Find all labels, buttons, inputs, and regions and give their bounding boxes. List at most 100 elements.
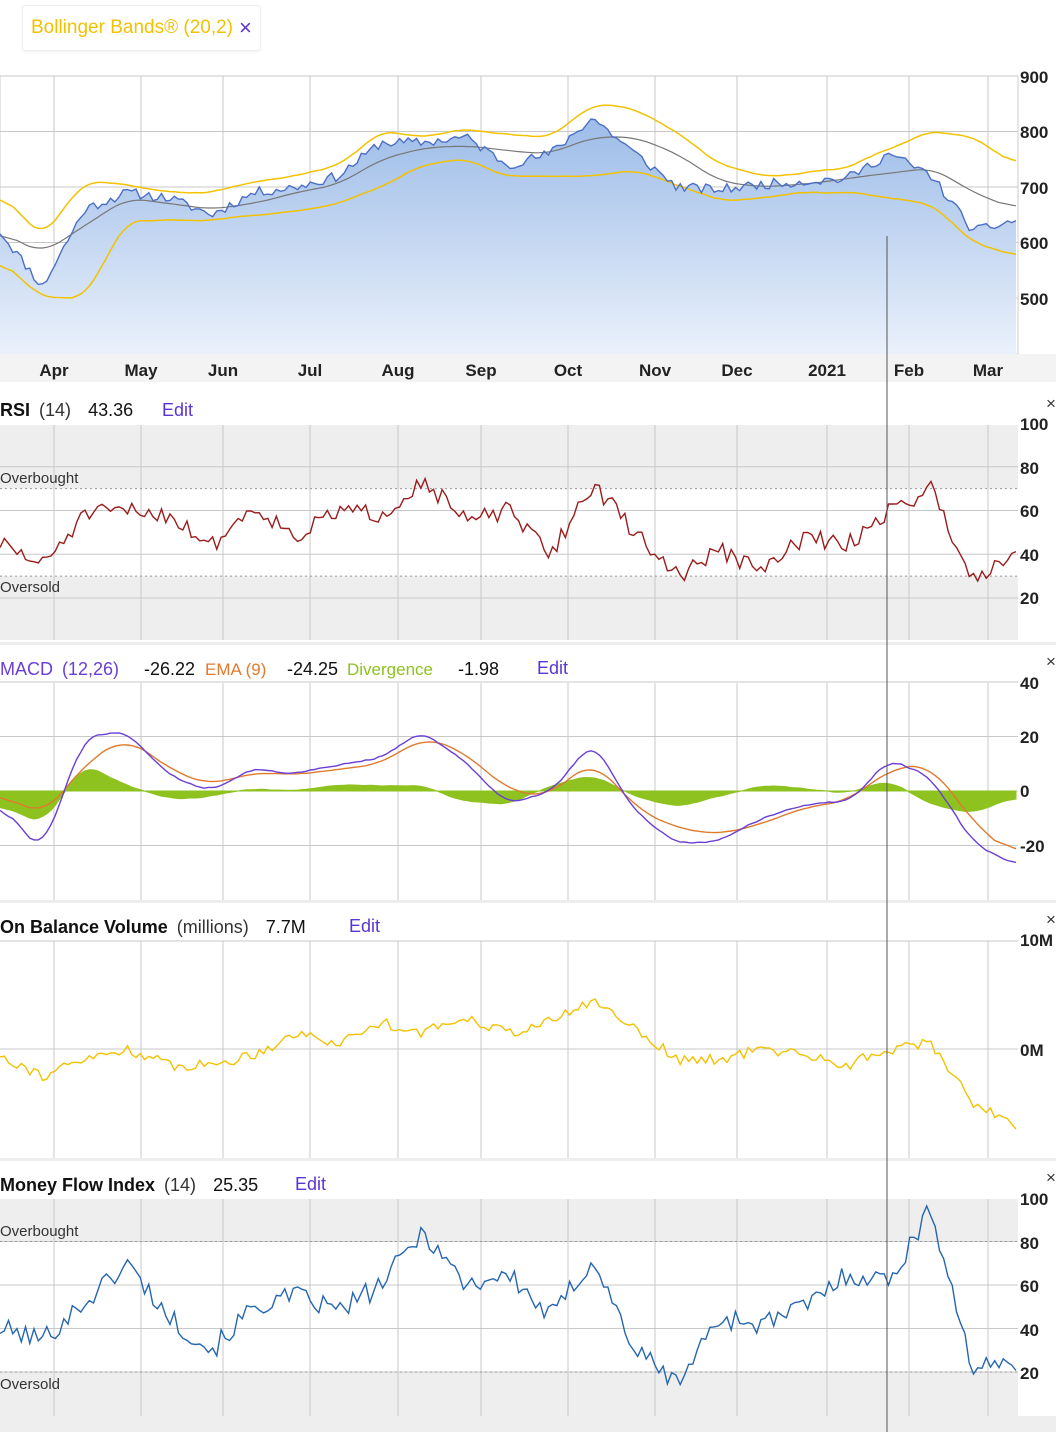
month-label: Feb xyxy=(894,361,924,380)
macd-tick: -20 xyxy=(1020,837,1045,856)
macd-edit-link[interactable]: Edit xyxy=(537,658,568,678)
price-tick-600: 600 xyxy=(1020,234,1048,253)
macd-line xyxy=(0,732,1017,864)
mfi-tick: 100 xyxy=(1020,1190,1048,1209)
obv-params: (millions) xyxy=(177,917,249,937)
rsi-overbought-label: Overbought xyxy=(0,470,79,487)
bollinger-lower-line xyxy=(0,159,1017,299)
price-tick-700: 700 xyxy=(1020,179,1048,198)
month-label: Sep xyxy=(465,361,496,380)
mfi-grid xyxy=(0,1199,1018,1416)
price-tick-800: 800 xyxy=(1020,123,1048,142)
svg-text:On Balance Volume (mil: On Balance Volume (millions) 7.7M xyxy=(0,917,306,937)
price-tick-500: 500 xyxy=(1020,290,1048,309)
rsi-overbought-zone xyxy=(0,425,1018,489)
obv-name: On Balance Volume xyxy=(0,917,168,937)
mfi-params: (14) xyxy=(164,1175,196,1195)
month-label: May xyxy=(124,361,158,380)
rsi-tick: 20 xyxy=(1020,589,1039,608)
obv-grid xyxy=(0,940,1018,1158)
rsi-oversold-label: Oversold xyxy=(0,579,60,596)
month-label: Apr xyxy=(39,361,69,380)
mfi-overbought-label: Overbought xyxy=(0,1223,79,1240)
panel-divider xyxy=(0,642,1056,645)
obv-edit-link[interactable]: Edit xyxy=(349,916,380,936)
rsi-tick: 100 xyxy=(1020,415,1048,434)
mfi-oversold-label: Oversold xyxy=(0,1376,60,1393)
price-panel: 900 800 700 600 500 Apr May Jun Jul Aug … xyxy=(0,68,1056,382)
rsi-edit-link[interactable]: Edit xyxy=(162,400,193,420)
month-label: Jul xyxy=(298,361,323,380)
rsi-oversold-zone xyxy=(0,576,1018,640)
mfi-header: Money Flow Index (14) 25.35 Edit × xyxy=(0,1168,1056,1195)
rsi-grid xyxy=(0,425,1018,640)
mfi-oversold-zone xyxy=(0,1372,1018,1416)
bottom-strip xyxy=(0,1416,1056,1432)
bollinger-tag-label: Bollinger Bands® (20,2) xyxy=(31,17,233,38)
price-tick-900: 900 xyxy=(1020,68,1048,87)
ema-label: EMA (9) xyxy=(205,660,266,679)
obv-header: On Balance Volume (millions) 7.7M Edit × xyxy=(0,910,1056,937)
bollinger-middle-line xyxy=(0,136,1017,249)
svg-text:MACD (12,26): MACD (12,26) xyxy=(0,659,119,679)
macd-name: MACD xyxy=(0,659,53,679)
divergence-label: Divergence xyxy=(347,660,433,679)
ema-line xyxy=(0,741,1017,850)
month-label: Dec xyxy=(721,361,752,380)
month-label: Oct xyxy=(554,361,583,380)
macd-close-icon[interactable]: × xyxy=(1046,652,1056,671)
bollinger-upper-line xyxy=(0,104,1017,230)
mfi-overbought-zone xyxy=(0,1199,1018,1242)
obv-line xyxy=(0,998,1017,1130)
bollinger-tag: Bollinger Bands® (20,2) × xyxy=(22,5,261,51)
macd-y-axis: 40 20 0 -20 xyxy=(1020,674,1045,856)
price-y-axis: 900 800 700 600 500 xyxy=(1020,68,1048,309)
svg-text:RSI (14) 43.36: RSI (14) 43.36 xyxy=(0,400,133,420)
obv-close-icon[interactable]: × xyxy=(1046,910,1056,929)
rsi-line xyxy=(0,476,1017,583)
mfi-tick: 60 xyxy=(1020,1277,1039,1296)
mfi-y-axis: 100 80 60 40 20 xyxy=(1020,1190,1048,1383)
rsi-tick: 80 xyxy=(1020,459,1039,478)
panel-divider xyxy=(0,900,1056,903)
macd-header: MACD (12,26) -26.22 EMA (9) -24.25 Diver… xyxy=(0,652,1056,679)
month-axis: Apr May Jun Jul Aug Sep Oct Nov Dec 2021… xyxy=(39,361,1003,380)
macd-value: -26.22 xyxy=(144,659,195,679)
rsi-name: RSI xyxy=(0,400,30,420)
rsi-close-icon[interactable]: × xyxy=(1046,394,1056,413)
price-area xyxy=(0,119,1016,354)
mfi-value: 25.35 xyxy=(213,1175,258,1195)
month-label: 2021 xyxy=(808,361,846,380)
price-line xyxy=(0,118,1017,286)
divergence-value: -1.98 xyxy=(458,659,499,679)
rsi-y-axis: 100 80 60 40 20 xyxy=(1020,415,1048,608)
mfi-name: Money Flow Index xyxy=(0,1175,155,1195)
rsi-header: RSI (14) 43.36 Edit × xyxy=(0,394,1056,420)
month-label: Jun xyxy=(208,361,238,380)
rsi-tick: 40 xyxy=(1020,546,1039,565)
mfi-edit-link[interactable]: Edit xyxy=(295,1174,326,1194)
macd-tick: 20 xyxy=(1020,728,1039,747)
macd-params: (12,26) xyxy=(62,659,119,679)
macd-tick: 40 xyxy=(1020,674,1039,693)
obv-y-axis: 10M 0M xyxy=(1020,931,1053,1060)
obv-tick: 10M xyxy=(1020,931,1053,950)
month-label: Nov xyxy=(639,361,672,380)
month-label: Mar xyxy=(973,361,1004,380)
mfi-tick: 40 xyxy=(1020,1321,1039,1340)
obv-value: 7.7M xyxy=(266,917,306,937)
mfi-close-icon[interactable]: × xyxy=(1046,1168,1056,1187)
mfi-line xyxy=(0,1204,1017,1387)
rsi-panel: RSI (14) 43.36 Edit × Overbought Oversol… xyxy=(0,394,1056,640)
panel-divider xyxy=(0,1158,1056,1161)
month-axis-bg xyxy=(0,354,1056,382)
month-label: Aug xyxy=(381,361,414,380)
close-icon[interactable]: × xyxy=(239,15,252,40)
macd-panel: MACD (12,26) -26.22 EMA (9) -24.25 Diver… xyxy=(0,642,1056,900)
rsi-params: (14) xyxy=(39,400,71,420)
mfi-tick: 20 xyxy=(1020,1364,1039,1383)
ema-value: -24.25 xyxy=(287,659,338,679)
rsi-value: 43.36 xyxy=(88,400,133,420)
rsi-tick: 60 xyxy=(1020,502,1039,521)
